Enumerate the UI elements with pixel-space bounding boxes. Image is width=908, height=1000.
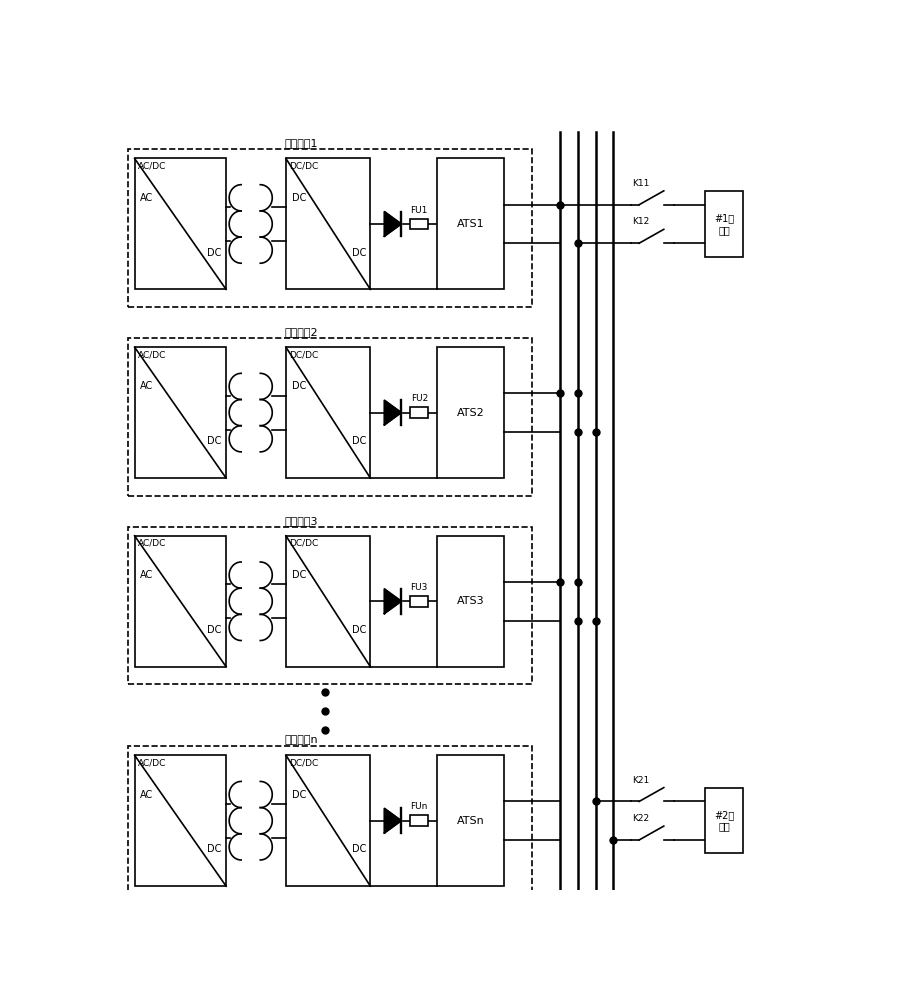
Text: FUn: FUn bbox=[410, 802, 428, 811]
Text: DC: DC bbox=[351, 625, 366, 635]
Text: 充电单元2: 充电单元2 bbox=[285, 327, 319, 337]
Text: DC: DC bbox=[208, 436, 222, 446]
Text: ATS2: ATS2 bbox=[457, 408, 485, 418]
Text: 充电单元n: 充电单元n bbox=[285, 735, 319, 745]
Text: #1充
电口: #1充 电口 bbox=[714, 213, 734, 235]
Bar bbox=[410, 407, 428, 418]
Text: DC: DC bbox=[291, 570, 306, 580]
Text: #2充
电口: #2充 电口 bbox=[714, 810, 734, 832]
Text: 充电单元1: 充电单元1 bbox=[285, 138, 319, 148]
Text: AC: AC bbox=[140, 381, 153, 391]
Bar bbox=[410, 815, 428, 826]
Bar bbox=[134, 536, 226, 667]
Text: FU1: FU1 bbox=[410, 206, 428, 215]
Text: AC: AC bbox=[140, 193, 153, 203]
Text: DC: DC bbox=[208, 248, 222, 258]
Bar bbox=[134, 347, 226, 478]
Text: DC/DC: DC/DC bbox=[289, 539, 318, 548]
Text: ATS1: ATS1 bbox=[457, 219, 485, 229]
Polygon shape bbox=[384, 808, 401, 833]
Text: AC: AC bbox=[140, 790, 153, 800]
Bar bbox=[705, 191, 744, 257]
Text: ATSn: ATSn bbox=[457, 816, 485, 826]
Text: DC/DC: DC/DC bbox=[289, 350, 318, 359]
Text: AC/DC: AC/DC bbox=[137, 758, 166, 767]
Text: K22: K22 bbox=[632, 814, 649, 823]
Text: FU2: FU2 bbox=[410, 394, 428, 403]
Bar bbox=[286, 536, 370, 667]
Text: DC/DC: DC/DC bbox=[289, 162, 318, 171]
Bar bbox=[134, 755, 226, 886]
Bar bbox=[127, 746, 532, 904]
Text: AC: AC bbox=[140, 570, 153, 580]
Text: AC/DC: AC/DC bbox=[137, 162, 166, 171]
Text: DC: DC bbox=[208, 625, 222, 635]
Bar bbox=[438, 158, 504, 289]
Text: ATS3: ATS3 bbox=[457, 596, 485, 606]
Bar bbox=[286, 755, 370, 886]
Bar bbox=[127, 338, 532, 496]
Text: K11: K11 bbox=[632, 179, 649, 188]
Text: DC: DC bbox=[351, 844, 366, 854]
Text: AC/DC: AC/DC bbox=[137, 350, 166, 359]
Text: K12: K12 bbox=[632, 217, 649, 226]
Text: FU3: FU3 bbox=[410, 583, 428, 592]
Bar bbox=[410, 219, 428, 229]
Polygon shape bbox=[384, 400, 401, 425]
Bar bbox=[438, 755, 504, 886]
Text: DC/DC: DC/DC bbox=[289, 758, 318, 767]
Text: DC: DC bbox=[291, 381, 306, 391]
Polygon shape bbox=[384, 212, 401, 236]
Text: DC: DC bbox=[208, 844, 222, 854]
Text: DC: DC bbox=[291, 790, 306, 800]
Text: DC: DC bbox=[291, 193, 306, 203]
Text: K21: K21 bbox=[632, 776, 649, 785]
Bar bbox=[410, 596, 428, 607]
Text: DC: DC bbox=[351, 436, 366, 446]
Polygon shape bbox=[384, 589, 401, 614]
Bar bbox=[438, 536, 504, 667]
Bar bbox=[286, 158, 370, 289]
Text: 充电单元3: 充电单元3 bbox=[285, 516, 319, 526]
Bar bbox=[134, 158, 226, 289]
Text: AC/DC: AC/DC bbox=[137, 539, 166, 548]
Bar bbox=[705, 788, 744, 853]
Bar bbox=[127, 527, 532, 684]
Bar bbox=[438, 347, 504, 478]
Text: DC: DC bbox=[351, 248, 366, 258]
Bar bbox=[286, 347, 370, 478]
Bar bbox=[127, 149, 532, 307]
